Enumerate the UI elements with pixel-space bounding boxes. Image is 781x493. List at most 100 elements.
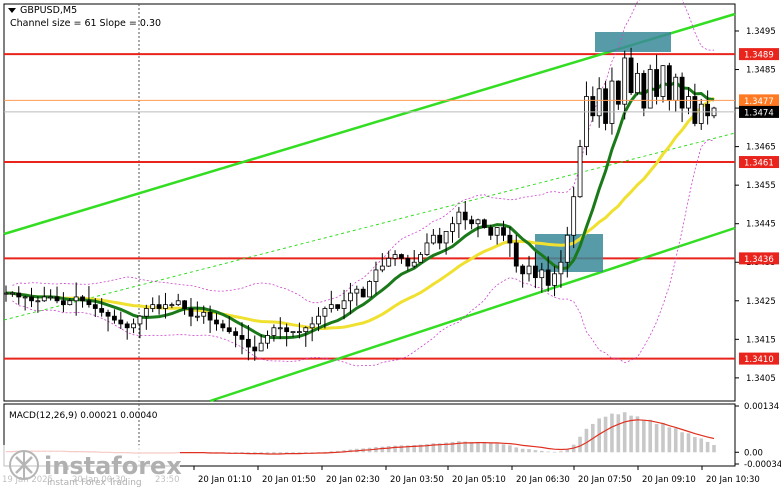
candle xyxy=(711,106,717,119)
dropdown-arrow-icon[interactable] xyxy=(8,8,16,13)
candle xyxy=(705,90,711,125)
y-tick-label: 1.3445 xyxy=(746,220,776,230)
candle xyxy=(220,319,226,332)
candle xyxy=(698,98,704,130)
candle xyxy=(379,253,385,273)
candle xyxy=(660,65,666,103)
macd-tick-label: 0.00 xyxy=(744,448,763,458)
candle xyxy=(163,292,168,319)
macd-bar xyxy=(265,452,270,454)
candle xyxy=(367,280,372,298)
candle xyxy=(284,323,290,347)
candlesticks xyxy=(3,47,717,361)
macd-bar xyxy=(457,441,461,453)
candle xyxy=(233,327,239,348)
candle xyxy=(277,317,283,340)
macd-bar xyxy=(508,445,512,453)
candle xyxy=(360,286,366,298)
y-tick-label: 1.3415 xyxy=(746,335,776,345)
candle xyxy=(641,70,647,117)
macd-bar xyxy=(667,427,672,453)
candle xyxy=(16,286,22,305)
macd-bar xyxy=(584,428,589,453)
macd-bar xyxy=(399,445,404,453)
candle xyxy=(622,50,628,120)
macd-bar xyxy=(412,445,417,453)
macd-bar xyxy=(597,418,601,453)
candle xyxy=(112,309,117,324)
macd-bar xyxy=(310,452,314,453)
macd-bar xyxy=(527,449,531,453)
instaforex-watermark: instaforex Instant Forex Trading xyxy=(0,445,182,489)
candle xyxy=(303,326,309,347)
macd-bar xyxy=(482,442,487,453)
candle xyxy=(271,324,277,342)
moving-average-fast xyxy=(6,80,715,340)
macd-bar xyxy=(488,443,493,453)
candle xyxy=(194,301,200,322)
candle xyxy=(73,282,79,316)
level-lines xyxy=(4,53,735,360)
candle xyxy=(290,331,296,338)
candle xyxy=(628,47,634,96)
candle xyxy=(596,77,602,128)
candle xyxy=(328,290,334,313)
candle xyxy=(354,285,360,306)
symbol-label: GBPUSD,M5 xyxy=(20,5,77,16)
candle xyxy=(118,311,124,330)
macd-panel-frame xyxy=(3,403,736,467)
macd-tick-label: -0.00034 xyxy=(744,460,781,470)
moving-average-slow xyxy=(6,96,715,330)
x-tick-label: 20 Jan 10:30 xyxy=(706,475,760,485)
candle xyxy=(558,250,564,288)
macd-bar xyxy=(616,414,621,453)
candle xyxy=(577,139,583,198)
macd-bar xyxy=(437,443,442,453)
candle xyxy=(239,322,245,355)
ma-fast-line xyxy=(6,80,715,340)
candle xyxy=(507,226,513,257)
candle xyxy=(584,81,589,156)
candle xyxy=(437,227,443,250)
x-tick-label: 20 Jan 02:30 xyxy=(326,475,380,485)
candle xyxy=(22,295,28,311)
candle xyxy=(545,256,551,292)
candle xyxy=(430,229,436,245)
macd-bar xyxy=(610,413,614,453)
candle xyxy=(150,297,156,313)
macd-bar xyxy=(559,451,563,453)
x-tick-label: 20 Jan 07:50 xyxy=(578,475,632,485)
macd-bar xyxy=(272,452,276,454)
candle xyxy=(513,234,519,273)
level-tag xyxy=(739,48,779,61)
candle xyxy=(143,304,149,330)
candle xyxy=(3,285,9,302)
candle xyxy=(647,64,653,109)
macd-bar xyxy=(303,452,308,453)
macd-bar xyxy=(705,441,710,453)
macd-bar xyxy=(463,441,468,453)
candle xyxy=(462,201,468,230)
candle xyxy=(386,250,392,267)
candle xyxy=(469,215,475,230)
highlight-box-top xyxy=(595,32,671,52)
x-tick-label: 20 Jan 06:30 xyxy=(516,475,570,485)
candle xyxy=(635,62,640,96)
macd-bar xyxy=(418,444,423,453)
candle xyxy=(207,305,213,333)
price-tag-label: 1.3477 xyxy=(744,97,774,107)
candle xyxy=(188,297,194,327)
candle xyxy=(450,216,455,243)
price-tag xyxy=(739,94,779,107)
candle xyxy=(169,302,175,309)
macd-bar xyxy=(335,450,340,453)
macd-bar xyxy=(380,446,385,453)
candle xyxy=(615,80,621,110)
candle xyxy=(405,254,411,271)
candle xyxy=(692,83,698,127)
level-tag-label: 1.3461 xyxy=(744,159,774,169)
macd-bar xyxy=(693,437,697,453)
